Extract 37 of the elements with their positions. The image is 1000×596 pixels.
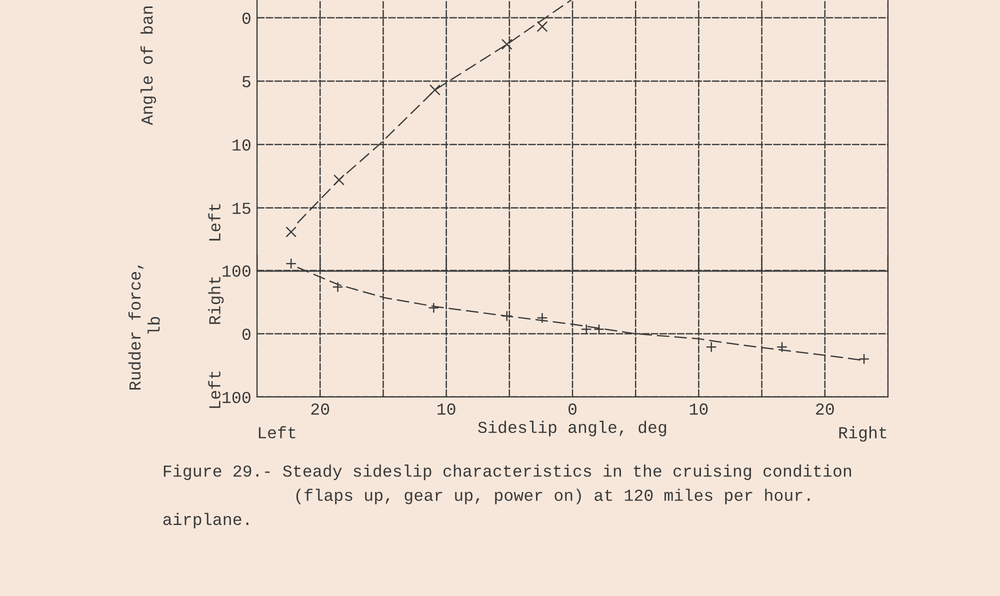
text: Left — [258, 426, 296, 438]
y-tick-label: 10 — [232, 139, 250, 151]
point — [334, 174, 345, 186]
x-tick-label: 10 — [438, 403, 456, 415]
text: Right — [839, 426, 886, 442]
point — [706, 342, 717, 352]
point — [536, 21, 548, 32]
caption: Figure 29.- Steady sideslip characteristics in the cruising condition — [164, 464, 851, 480]
point — [858, 354, 870, 364]
text: Left — [208, 204, 220, 240]
y-tick-label: 15 — [232, 202, 250, 214]
y-axis-title: Angle of ban — [140, 6, 156, 126]
x-tick-label: 10 — [690, 403, 708, 415]
text: Left — [208, 372, 220, 408]
y-tick-label: 100 — [222, 265, 250, 277]
point — [332, 281, 344, 292]
point — [776, 342, 788, 352]
point — [429, 84, 440, 96]
point — [594, 324, 604, 335]
text: airplane. — [163, 512, 248, 528]
y-tick-label: 0 — [242, 12, 250, 24]
y-tick-label: 0 — [242, 328, 250, 340]
point — [286, 226, 297, 238]
point — [428, 302, 440, 314]
y-axis-title: Rudder force, lb — [128, 265, 160, 390]
x-tick-label: 20 — [311, 403, 330, 415]
x-axis-title: Sideslip angle, deg — [478, 420, 666, 436]
y-tick-label: 100 — [222, 392, 250, 404]
text: Right — [208, 276, 224, 324]
x-tick-label: 0 — [568, 403, 576, 415]
point — [501, 38, 512, 50]
point — [536, 312, 548, 324]
point — [580, 324, 592, 335]
x-tick-label: 20 — [816, 403, 834, 415]
y-tick-label: 5 — [242, 76, 250, 88]
text: (flaps up, gear up, power on) at 120 miles per hour. — [296, 488, 810, 504]
point — [286, 258, 297, 270]
